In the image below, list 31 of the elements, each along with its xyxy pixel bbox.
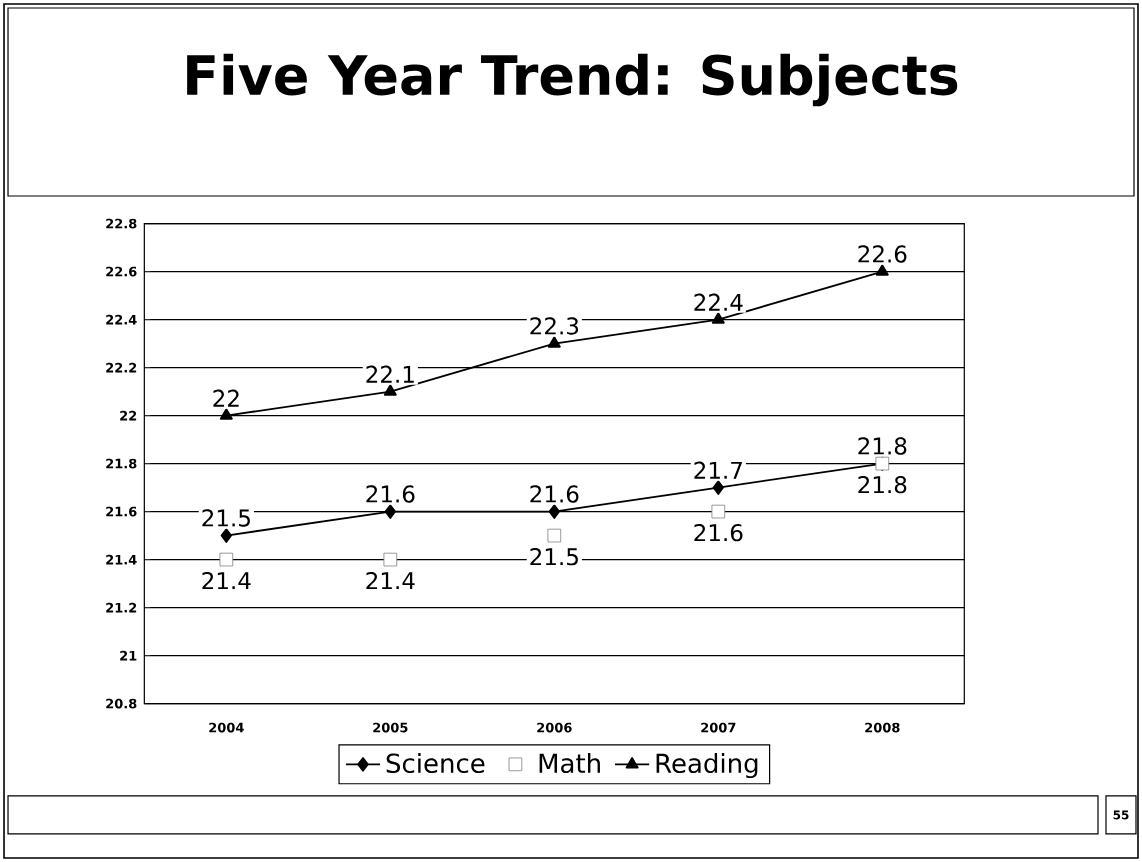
data-label: 21.8 <box>858 475 907 494</box>
data-label: 22.6 <box>858 245 907 263</box>
point <box>712 480 725 495</box>
point <box>219 552 234 567</box>
data-label: 21.4 <box>366 571 415 590</box>
point <box>547 336 561 348</box>
point <box>384 504 397 519</box>
data-label: 21.6 <box>366 485 415 503</box>
data-label: 21.6 <box>530 485 579 503</box>
data-label: 21.4 <box>202 571 251 590</box>
legend-label: Science <box>386 752 485 774</box>
point <box>875 264 889 276</box>
point <box>219 408 233 420</box>
data-label: 22.3 <box>530 317 579 335</box>
data-label: 21.5 <box>202 509 250 527</box>
data-label: 21.8 <box>858 437 907 455</box>
data-label: 21.7 <box>694 461 742 479</box>
data-label: 21.6 <box>694 523 743 542</box>
point <box>711 504 726 519</box>
data-label: 22.1 <box>366 365 414 383</box>
data-label: 22 <box>213 389 239 407</box>
point <box>220 528 233 543</box>
chart-title: Five Year Trend: Subjects <box>187 53 958 107</box>
data-label: 22.4 <box>694 293 743 311</box>
point <box>711 312 725 324</box>
data-label: 21.5 <box>530 547 578 566</box>
point <box>548 504 561 519</box>
legend-label: Math <box>539 752 600 774</box>
point <box>383 552 398 567</box>
point <box>383 384 397 396</box>
legend-label: Reading <box>656 752 758 779</box>
